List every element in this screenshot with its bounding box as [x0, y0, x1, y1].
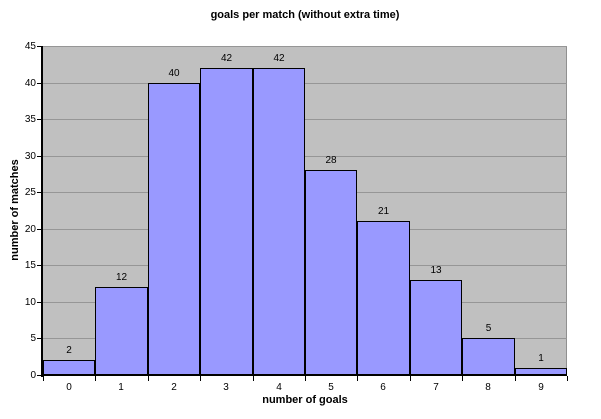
y-tick-0 [37, 375, 41, 376]
y-tick-label-0: 0 [30, 370, 36, 381]
data-label-0: 2 [66, 345, 72, 356]
data-label-6: 21 [377, 206, 390, 217]
x-tick-1 [95, 376, 96, 381]
data-label-5: 28 [325, 155, 337, 166]
y-axis-title: number of matches [9, 159, 21, 261]
x-tick-label-5: 5 [328, 382, 334, 393]
y-tick-40 [37, 83, 41, 84]
x-tick-label-8: 8 [485, 382, 491, 393]
data-label-4: 42 [273, 53, 285, 64]
x-tick-label-9: 9 [538, 382, 544, 393]
x-tick-5 [305, 376, 306, 381]
x-tick-10 [567, 376, 568, 381]
bar-6 [357, 221, 410, 375]
x-tick-6 [357, 376, 358, 381]
x-tick-label-3: 3 [223, 382, 229, 393]
bar-5 [305, 170, 357, 375]
x-tick-2 [148, 376, 149, 381]
y-tick-label-10: 10 [24, 297, 36, 308]
x-tick-3 [200, 376, 201, 381]
x-tick-0 [43, 376, 44, 381]
y-tick-label-40: 40 [24, 78, 36, 89]
y-tick-10 [37, 302, 41, 303]
y-tick-5 [37, 338, 41, 339]
x-tick-label-6: 6 [380, 382, 386, 393]
data-label-2: 40 [168, 68, 180, 79]
data-label-1: 12 [115, 272, 128, 283]
x-tick-8 [462, 376, 463, 381]
x-tick-label-7: 7 [433, 382, 439, 393]
y-tick-label-15: 15 [24, 260, 36, 271]
y-tick-label-30: 30 [24, 151, 36, 162]
data-label-7: 13 [430, 265, 442, 276]
data-label-9: 1 [538, 353, 544, 364]
x-tick-4 [253, 376, 254, 381]
y-tick-25 [37, 192, 41, 193]
bar-3 [200, 68, 253, 375]
y-tick-30 [37, 156, 41, 157]
data-label-3: 42 [220, 53, 233, 64]
y-tick-label-5: 5 [30, 333, 36, 344]
bar-4 [253, 68, 305, 375]
y-tick-15 [37, 265, 41, 266]
bar-0 [43, 360, 95, 375]
data-label-8: 5 [485, 323, 492, 334]
y-tick-35 [37, 119, 41, 120]
x-tick-9 [515, 376, 516, 381]
x-tick-label-4: 4 [276, 382, 282, 393]
gridline-40 [43, 83, 567, 84]
x-axis-line [41, 374, 567, 376]
y-tick-label-45: 45 [24, 41, 36, 52]
bar-8 [462, 338, 515, 375]
gridline-35 [43, 119, 567, 120]
y-tick-20 [37, 229, 41, 230]
bar-1 [95, 287, 148, 375]
y-tick-label-35: 35 [24, 114, 36, 125]
x-axis-title: number of goals [262, 394, 348, 406]
gridline-30 [43, 156, 567, 157]
x-tick-label-0: 0 [66, 382, 72, 393]
x-tick-label-2: 2 [171, 382, 177, 393]
y-tick-label-20: 20 [24, 224, 36, 235]
y-tick-label-25: 25 [24, 187, 36, 198]
x-tick-7 [410, 376, 411, 381]
gridline-45 [43, 46, 567, 47]
y-tick-45 [37, 46, 41, 47]
chart-title: goals per match (without extra time) [210, 9, 400, 21]
x-tick-label-1: 1 [118, 382, 124, 393]
y-axis-line [41, 46, 43, 377]
bar-2 [148, 83, 200, 375]
bar-7 [410, 280, 462, 375]
